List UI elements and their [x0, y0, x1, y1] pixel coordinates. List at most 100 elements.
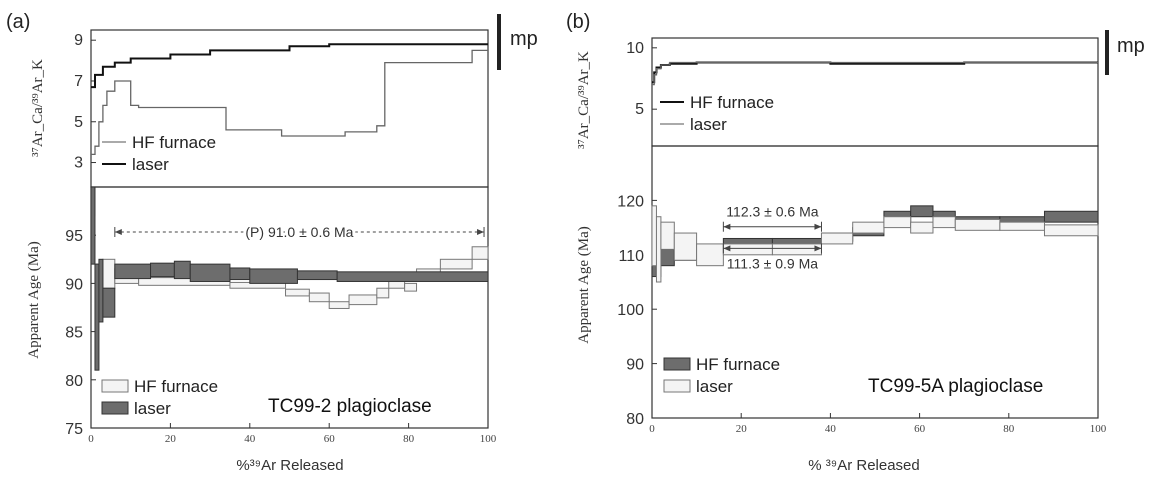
- scale-bar-label: mp: [1117, 35, 1145, 57]
- x-tick-label: 20: [736, 423, 748, 435]
- x-tick-label: 0: [649, 423, 655, 435]
- bottom-y-tick-label: 95: [65, 228, 83, 245]
- bottom-legend-label: HF furnace: [696, 355, 780, 374]
- ratio-series-0: [91, 49, 488, 156]
- top-legend-label: laser: [690, 115, 727, 134]
- top-y-axis-label: ³⁷Ar_Ca/³⁹Ar_K: [30, 59, 46, 157]
- furnace-age-step: [90, 186, 96, 265]
- laser-age-step: [852, 221, 885, 234]
- x-tick-label: 60: [914, 423, 926, 435]
- x-tick-label: 0: [88, 433, 94, 445]
- bottom-y-tick-label: 120: [617, 193, 644, 210]
- furnace-age-step: [336, 271, 489, 282]
- plateau-age-label: (P) 91.0 ± 0.6 Ma: [245, 224, 353, 240]
- bottom-legend-label: laser: [134, 399, 171, 418]
- bottom-legend-swatch: [663, 357, 691, 371]
- bottom-legend-label: laser: [696, 377, 733, 396]
- bottom-legend-swatch: [663, 379, 691, 393]
- furnace-age-step: [114, 263, 152, 280]
- bottom-y-tick-label: 75: [65, 421, 83, 438]
- panel-label: (b): [566, 11, 590, 33]
- x-tick-label: 20: [165, 433, 177, 445]
- laser-age-step: [308, 292, 330, 303]
- laser-age-step: [660, 221, 675, 250]
- bottom-y-tick-label: 110: [618, 248, 644, 265]
- bottom-y-tick-label: 100: [617, 302, 644, 319]
- bottom-y-tick-label: 80: [65, 373, 83, 390]
- laser-age-step: [376, 287, 390, 299]
- top-y-tick-label: 3: [74, 155, 83, 172]
- laser-age-step: [102, 258, 116, 289]
- laser-age-step: [883, 216, 912, 229]
- bottom-y-axis-label: Apparent Age (Ma): [26, 241, 42, 358]
- bottom-legend-swatch: [101, 379, 129, 393]
- furnace-age-step: [102, 287, 116, 318]
- laser-age-step: [285, 288, 310, 297]
- top-y-tick-label: 5: [635, 101, 644, 118]
- laser-age-step: [999, 221, 1045, 231]
- laser-age-step: [348, 294, 378, 306]
- top-y-axis-label: ³⁷Ar_Ca/³⁹Ar_K: [576, 51, 592, 149]
- plateau-arrow-head: [114, 229, 122, 235]
- scale-bar-label: mp: [510, 28, 538, 50]
- top-y-tick-label: 10: [626, 40, 644, 57]
- laser-age-step: [722, 243, 773, 256]
- laser-age-step: [954, 218, 1001, 231]
- x-tick-label: 80: [403, 433, 415, 445]
- x-tick-label: 100: [480, 433, 497, 445]
- laser-age-step: [820, 232, 854, 245]
- top-legend-label: laser: [132, 155, 169, 174]
- x-tick-label: 100: [1090, 423, 1107, 435]
- bottom-y-axis-label: Apparent Age (Ma): [576, 226, 592, 343]
- top-y-tick-label: 9: [74, 32, 83, 49]
- laser-age-step: [651, 205, 657, 267]
- bottom-y-tick-label: 80: [626, 411, 644, 428]
- bottom-y-tick-label: 90: [65, 276, 83, 293]
- furnace-age-step: [98, 258, 104, 323]
- laser-age-step: [471, 246, 489, 260]
- laser-age-step: [771, 243, 822, 256]
- top-legend-label: HF furnace: [132, 133, 216, 152]
- x-tick-label: 40: [244, 433, 256, 445]
- age-annotation-label: 111.3 ± 0.9 Ma: [727, 255, 818, 271]
- furnace-age-step: [296, 270, 338, 281]
- ratio-series-0: [652, 61, 1098, 84]
- laser-age-step: [439, 258, 473, 270]
- laser-age-step: [1043, 224, 1099, 237]
- bottom-y-tick-label: 85: [65, 325, 83, 342]
- top-y-tick-label: 7: [74, 73, 83, 90]
- laser-age-step: [673, 232, 698, 261]
- laser-age-step: [655, 216, 662, 283]
- ratio-series-1: [91, 43, 488, 89]
- furnace-age-step: [1043, 210, 1099, 223]
- sample-title: TC99-2 plagioclase: [268, 396, 432, 417]
- laser-age-step: [910, 221, 934, 234]
- bottom-plot-frame: [90, 186, 489, 429]
- age-annotation-label: 112.3 ± 0.6 Ma: [726, 204, 818, 220]
- furnace-age-step: [150, 262, 175, 278]
- plateau-arrow-head: [477, 229, 485, 235]
- laser-age-step: [328, 301, 350, 309]
- age-annotation-arrow-head: [814, 245, 822, 252]
- x-axis-label: % ³⁹Ar Released: [808, 457, 919, 474]
- furnace-age-step: [173, 260, 191, 280]
- furnace-age-step: [249, 268, 298, 284]
- bottom-legend-swatch: [101, 401, 129, 415]
- furnace-age-step: [660, 248, 675, 267]
- laser-age-step: [696, 243, 724, 267]
- furnace-age-step: [910, 205, 934, 218]
- furnace-age-step: [189, 263, 231, 282]
- top-legend-label: HF furnace: [690, 93, 774, 112]
- x-tick-label: 40: [825, 423, 837, 435]
- age-annotation-arrow-head: [723, 223, 731, 230]
- furnace-age-step: [94, 263, 100, 371]
- x-axis-label: %³⁹Ar Released: [236, 457, 343, 474]
- top-y-tick-label: 5: [74, 114, 83, 131]
- furnace-age-step: [229, 267, 251, 281]
- bottom-y-tick-label: 90: [626, 357, 644, 374]
- x-tick-label: 60: [324, 433, 336, 445]
- bottom-legend-label: HF furnace: [134, 377, 218, 396]
- laser-age-step: [932, 216, 956, 229]
- sample-title: TC99-5A plagioclase: [868, 376, 1043, 397]
